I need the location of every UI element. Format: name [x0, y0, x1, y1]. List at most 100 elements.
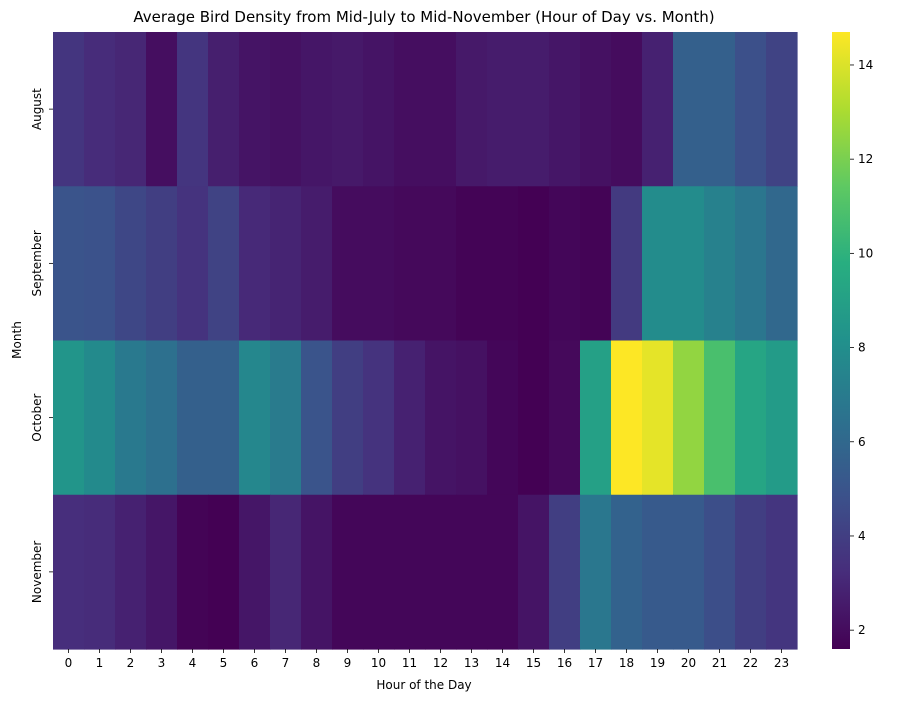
heatmap-cell	[394, 340, 426, 496]
heatmap-cell	[239, 186, 271, 342]
heatmap-cell	[270, 32, 302, 187]
heatmap-cell	[115, 340, 147, 496]
heatmap-cell	[673, 186, 705, 342]
heatmap-cell	[642, 186, 674, 342]
heatmap-cell	[456, 186, 488, 342]
heatmap-cell	[146, 340, 178, 496]
heatmap-cell	[177, 494, 209, 650]
x-tick-label: 13	[464, 656, 479, 670]
x-tick-label: 4	[189, 656, 197, 670]
heatmap-cell	[456, 32, 488, 187]
colorbar-tick-label: 14	[858, 58, 873, 72]
heatmap-cell	[146, 494, 178, 650]
x-tick-label: 17	[588, 656, 603, 670]
heatmap-cell	[208, 186, 240, 342]
x-tick-label: 18	[619, 656, 634, 670]
x-axis-ticks: 0 1 2 3 4 5 6 7 8 9 10 11 12 13 14 15 16 17 18 19 20 21 22 23	[65, 649, 789, 670]
heatmap-cell	[673, 340, 705, 496]
x-tick-label: 9	[344, 656, 352, 670]
x-tick-label: 1	[96, 656, 104, 670]
x-tick-label: 10	[371, 656, 386, 670]
heatmap-cell	[115, 494, 147, 650]
heatmap-cell	[518, 340, 550, 496]
heatmap-cell	[53, 186, 85, 342]
colorbar-tick-label: 2	[858, 623, 866, 637]
heatmap-cell	[363, 494, 395, 650]
heatmap-cell	[580, 494, 612, 650]
colorbar-tick-label: 6	[858, 435, 866, 449]
heatmap-cell	[642, 340, 674, 496]
heatmap-cell	[704, 340, 736, 496]
colorbar	[832, 32, 850, 649]
colorbar-tick-label: 4	[858, 529, 866, 543]
heatmap-cell	[580, 186, 612, 342]
heatmap-cell	[177, 32, 209, 187]
x-tick-label: 14	[495, 656, 510, 670]
x-tick-label: 2	[127, 656, 135, 670]
y-tick-label: November	[30, 541, 44, 603]
heatmap-cell	[456, 494, 488, 650]
heatmap-cell	[487, 494, 519, 650]
heatmap-cell	[301, 340, 333, 496]
heatmap-cell	[301, 32, 333, 187]
colorbar-tick-label: 8	[858, 341, 866, 355]
heatmap-cell	[84, 32, 116, 187]
heatmap-cell	[456, 340, 488, 496]
y-axis-label: Month	[10, 321, 24, 359]
heatmap-cell	[270, 494, 302, 650]
heatmap-cell	[208, 494, 240, 650]
heatmap-cell	[611, 186, 643, 342]
heatmap-cell	[611, 340, 643, 496]
x-tick-label: 11	[402, 656, 417, 670]
heatmap-cell	[487, 32, 519, 187]
heatmap-cell	[394, 186, 426, 342]
heatmap-cell	[518, 494, 550, 650]
heatmap-cell	[394, 494, 426, 650]
heatmap-cell	[766, 32, 798, 187]
heatmap-cell	[270, 340, 302, 496]
x-tick-label: 0	[65, 656, 73, 670]
x-tick-label: 3	[158, 656, 166, 670]
x-tick-label: 16	[557, 656, 572, 670]
colorbar-tick-label: 10	[858, 246, 873, 260]
heatmap-cell	[301, 186, 333, 342]
heatmap-cell	[425, 186, 457, 342]
heatmap-cell	[332, 494, 364, 650]
heatmap-cell	[239, 32, 271, 187]
heatmap-cell	[580, 340, 612, 496]
x-tick-label: 7	[282, 656, 290, 670]
heatmap-cell	[518, 186, 550, 342]
heatmap-cell	[332, 32, 364, 187]
heatmap-cell	[549, 494, 581, 650]
heatmap-cell	[425, 32, 457, 187]
x-tick-label: 20	[681, 656, 696, 670]
heatmap-cell	[53, 340, 85, 496]
heatmap-cell	[84, 186, 116, 342]
heatmap-cell	[84, 340, 116, 496]
heatmap-cell	[704, 186, 736, 342]
x-tick-label: 12	[433, 656, 448, 670]
heatmap-cell	[270, 186, 302, 342]
heatmap-cell	[549, 186, 581, 342]
heatmap-cell	[394, 32, 426, 187]
heatmap-cell	[642, 494, 674, 650]
x-tick-label: 23	[774, 656, 789, 670]
heatmap-cell	[735, 340, 767, 496]
heatmap-cell	[766, 494, 798, 650]
heatmap-cell	[239, 340, 271, 496]
y-tick-label: August	[30, 88, 44, 130]
heatmap-cell	[735, 32, 767, 187]
heatmap-cell	[518, 32, 550, 187]
y-tick-label: September	[30, 230, 44, 296]
heatmap-cell	[53, 494, 85, 650]
x-axis-label: Hour of the Day	[376, 678, 471, 692]
x-tick-label: 8	[313, 656, 321, 670]
heatmap-cell	[766, 186, 798, 342]
heatmap-cell	[425, 494, 457, 650]
heatmap-cell	[487, 186, 519, 342]
heatmap-cell	[766, 340, 798, 496]
x-tick-label: 19	[650, 656, 665, 670]
heatmap-cell	[301, 494, 333, 650]
heatmap-cell	[146, 32, 178, 187]
